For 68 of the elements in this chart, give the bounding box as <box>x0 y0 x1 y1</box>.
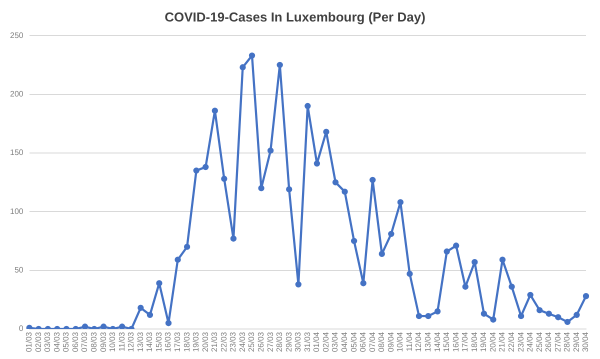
x-tick-label: 20/04 <box>488 331 498 352</box>
x-tick-label: 05/04 <box>349 331 358 352</box>
x-tick-label: 12/04 <box>414 331 424 352</box>
x-tick-label: 14/03 <box>145 331 154 352</box>
x-tick-label: 19/04 <box>479 331 488 352</box>
x-tick-label: 09/04 <box>386 331 396 352</box>
x-tick-label: 21/04 <box>498 331 507 352</box>
x-tick-label: 18/03 <box>182 331 192 352</box>
x-tick-label: 30/04 <box>581 331 590 352</box>
y-tick-label: 0 <box>18 324 24 334</box>
x-tick-label: 29/03 <box>284 331 294 352</box>
y-tick-label: 50 <box>14 266 24 275</box>
x-tick-label: 08/04 <box>377 331 386 352</box>
x-tick-label: 11/04 <box>404 331 414 352</box>
x-tick-label: 16/04 <box>451 331 460 352</box>
x-tick-label: 11/03 <box>117 331 126 352</box>
x-tick-label: 03/04 <box>330 331 340 352</box>
y-tick-label: 250 <box>10 30 24 40</box>
y-tick-label: 100 <box>10 206 24 216</box>
x-tick-label: 10/03 <box>108 331 118 352</box>
x-tick-label: 27/04 <box>553 331 562 352</box>
x-tick-label: 22/03 <box>219 331 228 352</box>
x-tick-label: 10/04 <box>396 331 405 352</box>
x-tick-label: 12/03 <box>126 331 136 352</box>
x-tick-label: 18/04 <box>470 331 479 352</box>
x-tick-label: 26/03 <box>256 331 266 352</box>
y-tick-label: 200 <box>10 89 24 98</box>
x-tick-label: 20/03 <box>200 331 210 352</box>
x-tick-label: 14/04 <box>432 331 442 352</box>
x-tick-label: 17/03 <box>172 331 182 352</box>
x-tick-label: 07/04 <box>368 331 377 352</box>
x-tick-label: 15/04 <box>442 331 452 352</box>
x-tick-label: 04/03 <box>52 331 62 352</box>
x-tick-label: 24/04 <box>526 331 535 352</box>
x-tick-label: 01/04 <box>312 331 322 352</box>
x-tick-label: 26/04 <box>544 331 554 352</box>
x-tick-label: 25/03 <box>247 331 256 352</box>
x-tick-label: 28/04 <box>562 331 572 352</box>
x-tick-label: 29/04 <box>572 331 581 352</box>
x-tick-label: 08/03 <box>89 331 98 352</box>
x-tick-label: 06/04 <box>358 331 368 352</box>
x-tick-label: 31/03 <box>302 331 312 352</box>
x-tick-label: 05/03 <box>62 331 71 352</box>
x-tick-label: 19/03 <box>192 331 201 352</box>
x-tick-label: 13/04 <box>423 331 432 352</box>
x-tick-label: 30/03 <box>294 331 303 352</box>
x-tick-label: 03/03 <box>43 331 52 352</box>
x-tick-label: 07/03 <box>80 331 90 352</box>
x-tick-label: 25/04 <box>534 331 544 352</box>
chart-title: COVID-19-Cases In Luxembourg (Per Day) <box>164 9 426 24</box>
x-tick-label: 02/04 <box>321 331 330 352</box>
x-tick-label: 23/03 <box>228 331 238 352</box>
x-tick-label: 15/03 <box>154 331 164 352</box>
x-tick-label: 23/04 <box>516 331 526 352</box>
x-tick-label: 27/03 <box>266 331 275 352</box>
x-tick-label: 22/04 <box>506 331 516 352</box>
x-tick-label: 16/03 <box>164 331 173 352</box>
x-tick-label: 13/03 <box>136 331 145 352</box>
x-tick-label: 06/03 <box>70 331 80 352</box>
x-tick-label: 04/04 <box>340 331 349 352</box>
x-tick-label: 28/03 <box>275 331 284 352</box>
x-tick-label: 17/04 <box>460 331 470 352</box>
x-tick-label: 24/03 <box>238 331 247 352</box>
x-tick-label: 21/03 <box>210 331 220 352</box>
x-tick-label: 02/03 <box>34 331 43 352</box>
x-tick-label: 09/03 <box>98 331 108 352</box>
x-tick-label: 01/03 <box>24 331 34 352</box>
y-tick-label: 150 <box>10 148 24 158</box>
